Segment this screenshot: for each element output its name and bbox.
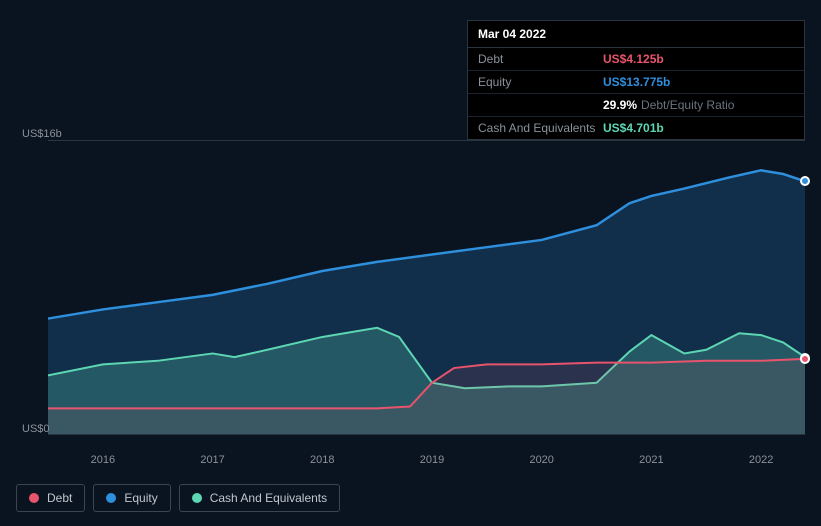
tooltip-row: Cash And EquivalentsUS$4.701b <box>468 117 804 139</box>
tooltip: Mar 04 2022 DebtUS$4.125bEquityUS$13.775… <box>467 20 805 140</box>
legend-item-cash[interactable]: Cash And Equivalents <box>179 484 340 512</box>
x-axis-label: 2018 <box>310 454 334 466</box>
tooltip-row-value: US$13.775b <box>603 75 670 89</box>
tooltip-row: 29.9%Debt/Equity Ratio <box>468 94 804 117</box>
tooltip-row-label: Cash And Equivalents <box>478 121 603 135</box>
tooltip-row-value: US$4.701b <box>603 121 664 135</box>
tooltip-date: Mar 04 2022 <box>468 21 804 48</box>
tooltip-row: DebtUS$4.125b <box>468 48 804 71</box>
tooltip-row: EquityUS$13.775b <box>468 71 804 94</box>
legend: Debt Equity Cash And Equivalents <box>16 484 340 512</box>
x-axis-label: 2016 <box>91 454 115 466</box>
x-axis-label: 2017 <box>200 454 224 466</box>
debt-marker <box>800 354 810 364</box>
legend-item-equity[interactable]: Equity <box>93 484 170 512</box>
legend-label: Debt <box>47 491 72 505</box>
y-axis-label: US$16b <box>22 128 62 140</box>
tooltip-row-value: 29.9%Debt/Equity Ratio <box>603 98 734 112</box>
x-axis-label: 2019 <box>420 454 444 466</box>
legend-item-debt[interactable]: Debt <box>16 484 85 512</box>
legend-label: Cash And Equivalents <box>210 491 327 505</box>
legend-swatch <box>106 493 116 503</box>
tooltip-row-label: Debt <box>478 52 603 66</box>
tooltip-row-label: Equity <box>478 75 603 89</box>
equity-marker <box>800 176 810 186</box>
plot-area[interactable] <box>48 140 805 435</box>
x-axis-label: 2020 <box>529 454 553 466</box>
x-axis-label: 2021 <box>639 454 663 466</box>
tooltip-row-value: US$4.125b <box>603 52 664 66</box>
tooltip-row-suffix: Debt/Equity Ratio <box>641 98 734 112</box>
x-axis-label: 2022 <box>749 454 773 466</box>
y-axis-label: US$0 <box>22 423 50 435</box>
legend-swatch <box>192 493 202 503</box>
legend-swatch <box>29 493 39 503</box>
tooltip-row-label <box>478 98 603 112</box>
legend-label: Equity <box>124 491 157 505</box>
